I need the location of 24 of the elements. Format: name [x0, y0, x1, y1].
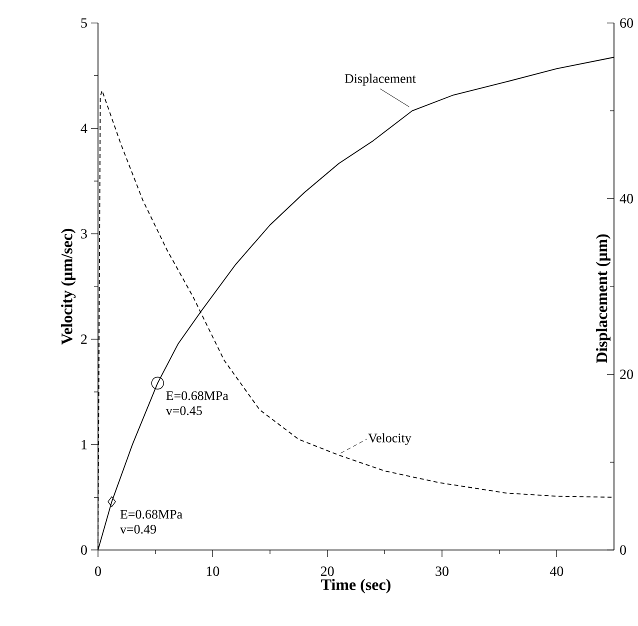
x-tick-label: 30 — [436, 566, 448, 576]
y-tick-label: 3 — [81, 229, 87, 238]
x-tick-label: 10 — [206, 566, 220, 576]
y2-tick-label: 40 — [620, 194, 633, 204]
legend-label: Velocity — [368, 433, 412, 446]
y2-tick-label: 0 — [620, 545, 626, 555]
annotation: E=0.68MPa — [166, 391, 228, 400]
y-tick-label: 0 — [81, 545, 87, 555]
y2-tick-label: 60 — [620, 18, 633, 28]
y-tick-label: 1 — [82, 440, 87, 450]
x-axis-title: Time (sec) — [321, 578, 390, 594]
annotation: v=0.45 — [166, 406, 202, 416]
y-axis-title: Velocity (µm/sec) — [61, 228, 76, 345]
x-tick-label: 0 — [95, 566, 101, 576]
y-tick-label: 5 — [81, 18, 87, 28]
y2-axis-title: Displacement (µm) — [596, 234, 610, 364]
series-label: Displacement — [344, 74, 416, 86]
annotation: v=0.49 — [120, 524, 156, 534]
y-tick-label: 4 — [80, 124, 88, 134]
x-tick-label: 40 — [550, 566, 564, 576]
y2-tick-label: 20 — [620, 370, 633, 380]
x-tick-label: 20 — [320, 566, 334, 576]
y-tick-label: 2 — [81, 334, 87, 344]
annotation: E=0.68MPa — [120, 510, 182, 519]
